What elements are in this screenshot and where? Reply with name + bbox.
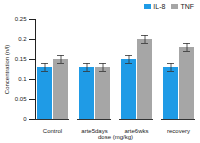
html-text:IL-8: IL-8 bbox=[153, 3, 166, 10]
svg-text:0: 0 bbox=[23, 116, 27, 122]
svg-text:arte6wks: arte6wks bbox=[124, 127, 149, 134]
svg-text:Control: Control bbox=[43, 128, 62, 134]
svg-text:0.2: 0.2 bbox=[18, 36, 27, 42]
html-text:TNF: TNF bbox=[180, 3, 194, 10]
svg-text:0.25: 0.25 bbox=[15, 16, 27, 22]
svg-text:dose (mg/kg): dose (mg/kg) bbox=[98, 134, 133, 140]
svg-text:Concentration (n/l): Concentration (n/l) bbox=[4, 45, 10, 94]
svg-text:arte5days: arte5days bbox=[81, 127, 108, 134]
svg-text:0.05: 0.05 bbox=[15, 96, 27, 102]
svg-text:recovery: recovery bbox=[167, 128, 190, 134]
svg-text:0.15: 0.15 bbox=[15, 56, 27, 62]
svg-text:0.1: 0.1 bbox=[18, 76, 27, 82]
